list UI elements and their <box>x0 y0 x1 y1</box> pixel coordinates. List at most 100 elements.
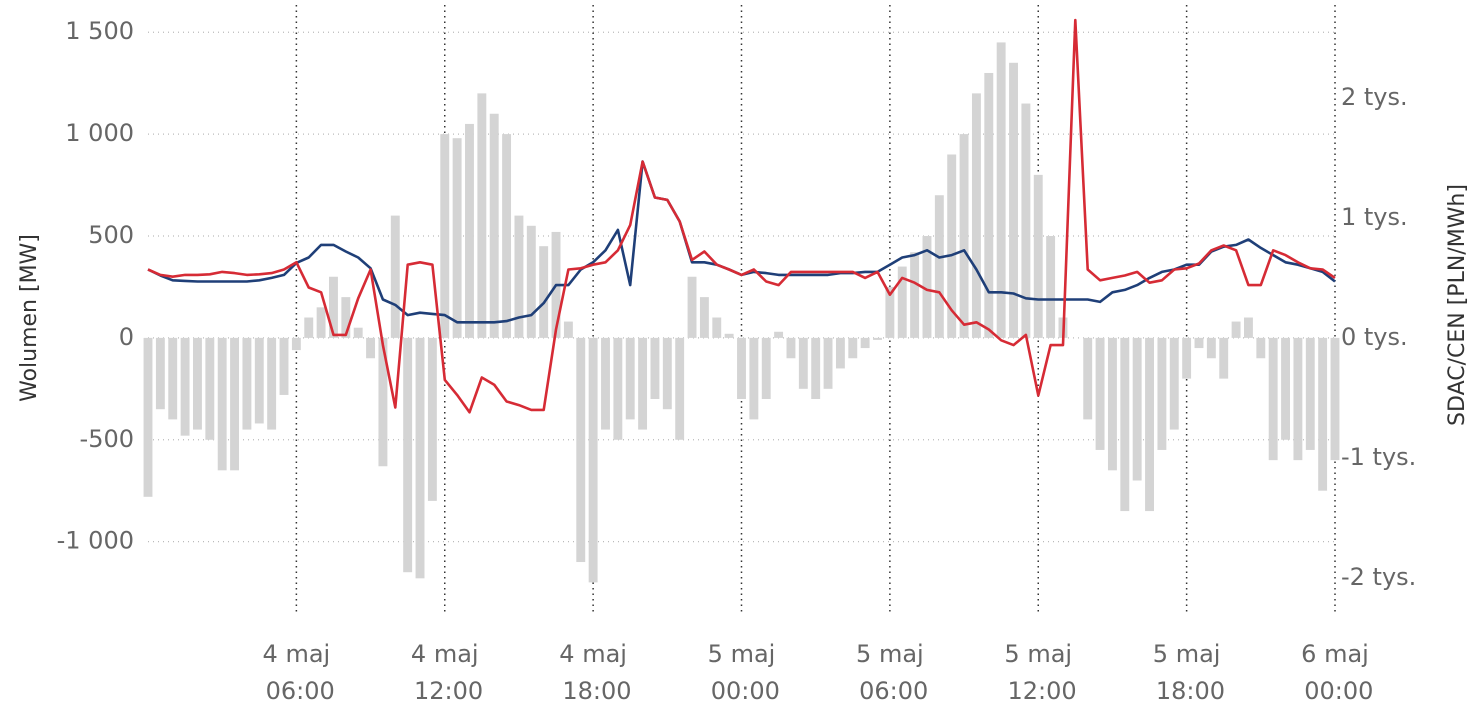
bar <box>724 333 734 338</box>
bar <box>1033 174 1043 338</box>
x-tick-label: 4 maj 12:00 <box>406 640 483 705</box>
y2-tick-label: 0 tys. <box>1341 323 1408 351</box>
bar <box>687 276 697 338</box>
bar <box>1182 337 1192 379</box>
bar <box>502 134 512 338</box>
bar <box>378 337 388 467</box>
bar <box>267 337 277 430</box>
bar <box>403 337 413 573</box>
bar <box>1046 235 1056 338</box>
bar <box>1132 337 1142 481</box>
bar <box>1281 337 1290 440</box>
y-tick-label: 500 <box>88 221 134 249</box>
bar <box>230 337 240 471</box>
bar <box>279 337 289 395</box>
bar <box>180 337 190 436</box>
bar <box>1318 337 1328 491</box>
x-tick-date: 6 maj <box>1301 640 1369 668</box>
x-tick-label: 4 maj 18:00 <box>555 640 632 705</box>
bar <box>625 337 635 420</box>
bar <box>205 337 215 440</box>
bar <box>811 337 821 400</box>
bar <box>699 297 709 338</box>
x-tick-time: 12:00 <box>1000 677 1077 705</box>
x-tick-time: 00:00 <box>703 677 780 705</box>
bar <box>539 246 549 338</box>
bar <box>737 337 746 400</box>
bar <box>848 337 858 359</box>
bar <box>786 337 796 359</box>
bar <box>1095 337 1105 450</box>
bar <box>1243 317 1253 338</box>
bar <box>984 72 994 338</box>
bar <box>885 286 895 338</box>
bar <box>1009 62 1018 338</box>
y-tick-label: 1 000 <box>65 119 134 147</box>
bar <box>563 321 573 338</box>
bar <box>910 252 920 338</box>
bar <box>329 276 338 338</box>
bar <box>823 337 833 389</box>
bar <box>588 337 598 583</box>
bar <box>316 307 326 338</box>
bar <box>143 337 153 497</box>
bar <box>650 337 660 400</box>
bar <box>291 337 301 351</box>
bar <box>390 215 400 338</box>
bar <box>341 297 351 338</box>
y-axis-title: Wolumen [MW] <box>17 234 42 402</box>
bar <box>304 317 314 338</box>
bar <box>996 42 1006 338</box>
bar <box>1330 337 1340 461</box>
x-tick-label: 5 maj 18:00 <box>1148 640 1225 705</box>
bar <box>353 327 363 338</box>
x-tick-time: 18:00 <box>1148 677 1225 705</box>
bar <box>254 337 264 424</box>
y2-tick-label: 2 tys. <box>1341 83 1408 111</box>
bar <box>242 337 252 430</box>
x-tick-time: 12:00 <box>406 677 483 705</box>
line <box>147 18 1336 414</box>
bar <box>1305 337 1315 450</box>
bar <box>662 337 672 410</box>
bar <box>1206 337 1216 359</box>
x-tick-time: 06:00 <box>851 677 928 705</box>
bar <box>934 195 944 338</box>
x-tick-label: 5 maj 06:00 <box>851 640 928 705</box>
bar <box>798 337 808 389</box>
bar <box>1120 337 1130 512</box>
bar <box>947 154 957 338</box>
x-tick-time: 18:00 <box>555 677 632 705</box>
bar <box>761 337 771 400</box>
bar <box>613 337 623 440</box>
y2-axis-title: SDAC/CEN [PLN/MWh] <box>1445 184 1470 426</box>
bar <box>366 337 376 359</box>
y-tick-label: 0 <box>119 323 134 351</box>
bar <box>465 123 474 338</box>
bar <box>1194 337 1204 349</box>
bar <box>576 337 586 563</box>
x-tick-label: 6 maj 00:00 <box>1297 640 1374 705</box>
bar <box>489 113 499 338</box>
bar <box>873 337 882 340</box>
bar <box>1107 337 1117 471</box>
bar <box>835 337 845 369</box>
bar <box>168 337 178 420</box>
x-tick-label: 4 maj 06:00 <box>258 640 335 705</box>
y-tick-label: -500 <box>80 425 134 453</box>
bar <box>1268 337 1278 461</box>
x-tick-date: 4 maj <box>263 640 331 668</box>
bar <box>897 266 907 338</box>
y2-tick-label: -1 tys. <box>1341 443 1416 471</box>
bar <box>1293 337 1303 461</box>
bar <box>427 337 437 501</box>
bar <box>1145 337 1154 512</box>
bar <box>440 134 450 338</box>
bar <box>638 337 648 430</box>
x-tick-date: 5 maj <box>708 640 776 668</box>
bar <box>1219 337 1229 379</box>
bar <box>217 337 227 471</box>
bar <box>415 337 425 579</box>
bar <box>601 337 610 430</box>
bar <box>675 337 685 440</box>
